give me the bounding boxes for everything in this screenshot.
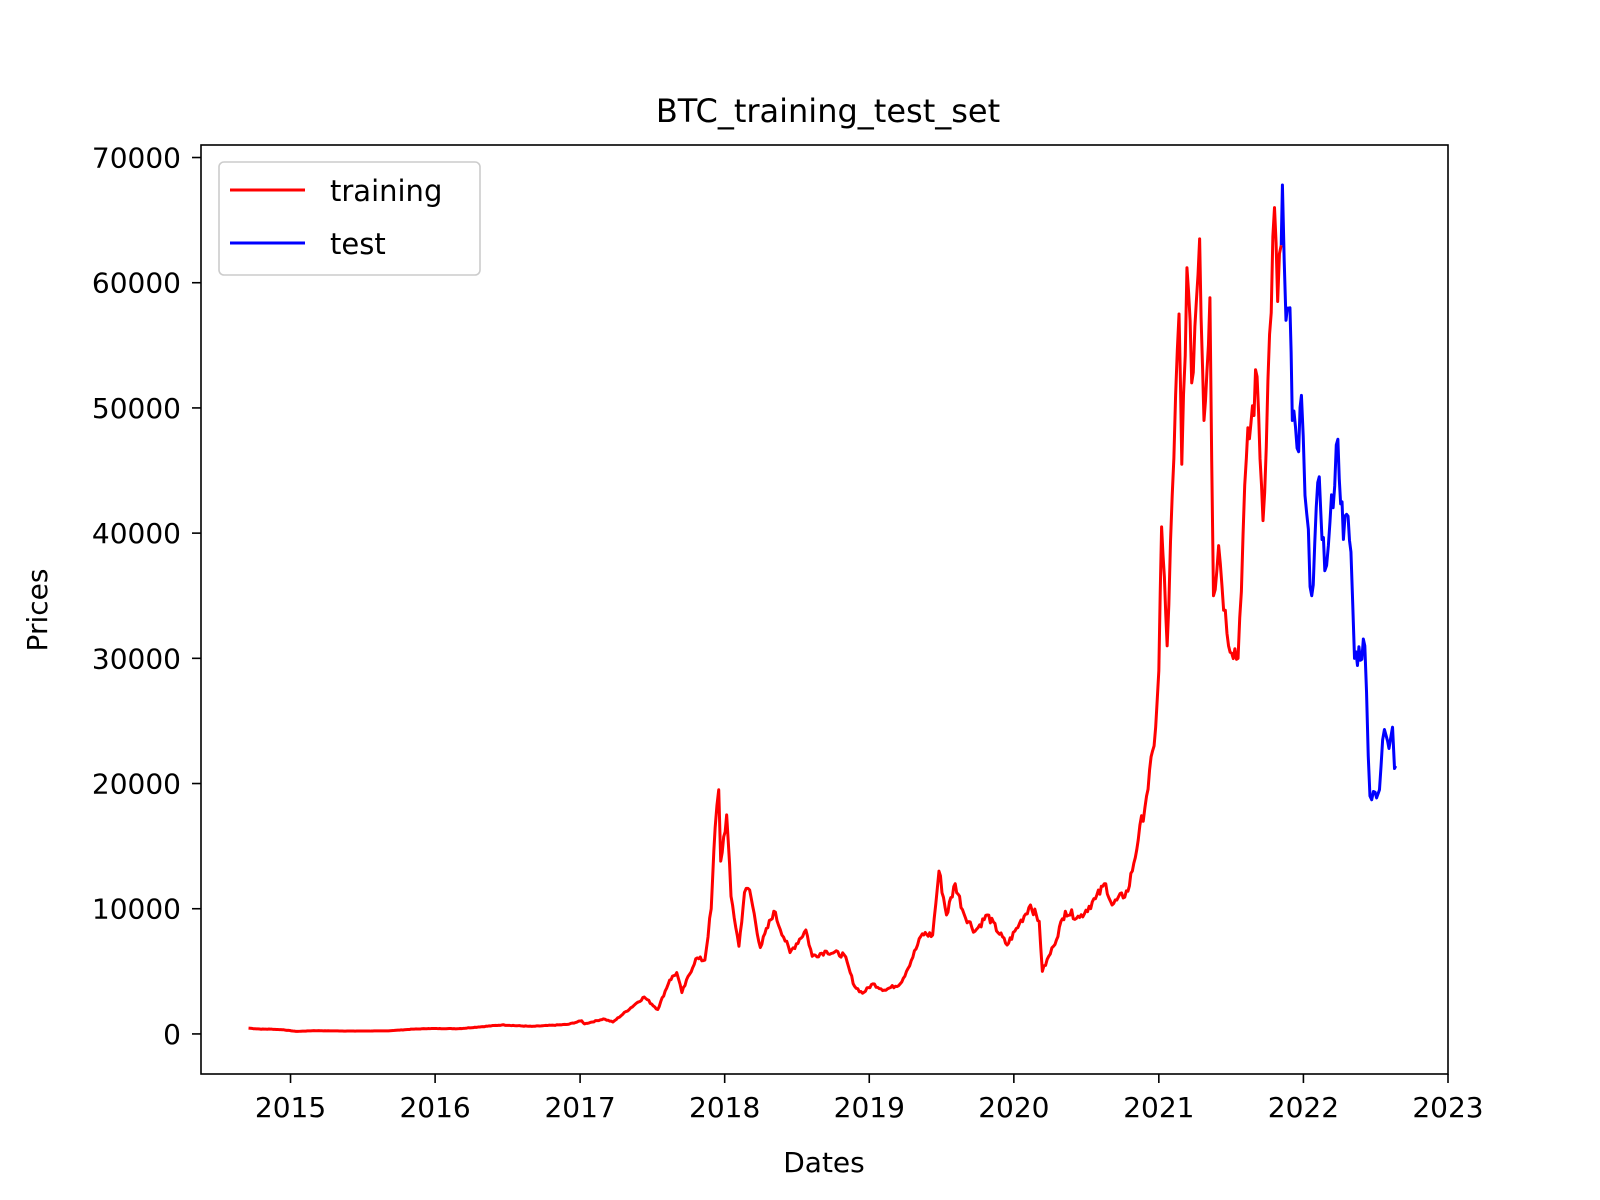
x-tick-label-2021: 2021 xyxy=(1123,1091,1194,1124)
x-tick-label-2020: 2020 xyxy=(978,1091,1049,1124)
x-tick-label-2016: 2016 xyxy=(399,1091,470,1124)
chart-title: BTC_training_test_set xyxy=(656,92,1000,130)
y-tick-label-40000: 40000 xyxy=(92,517,181,550)
legend: training test xyxy=(218,161,481,276)
y-tick-label-70000: 70000 xyxy=(92,142,181,175)
y-tick-label-60000: 60000 xyxy=(92,267,181,300)
x-tick-label-2022: 2022 xyxy=(1268,1091,1339,1124)
legend-label-test: test xyxy=(330,227,386,261)
x-tick-label-2023: 2023 xyxy=(1412,1091,1483,1124)
y-tick-label-0: 0 xyxy=(163,1018,181,1051)
y-tick-label-20000: 20000 xyxy=(92,768,181,801)
series-line-test xyxy=(1279,183,1398,802)
x-tick-label-2017: 2017 xyxy=(544,1091,615,1124)
y-tick-label-10000: 10000 xyxy=(92,893,181,926)
y-axis-label: Prices xyxy=(21,569,54,652)
plot-frame xyxy=(200,144,1449,1075)
y-axis-ticks: 0 10000 20000 30000 40000 50000 60000 70000 xyxy=(92,142,201,1051)
x-axis-label: Dates xyxy=(783,1146,865,1179)
x-tick-label-2019: 2019 xyxy=(834,1091,905,1124)
legend-label-training: training xyxy=(330,174,442,208)
x-tick-label-2018: 2018 xyxy=(689,1091,760,1124)
series-layer xyxy=(248,183,1398,1033)
x-axis-ticks: 2015 2016 2017 2018 2019 2020 2021 2022 2023 xyxy=(255,1074,1484,1124)
y-tick-label-50000: 50000 xyxy=(92,392,181,425)
series-line-training xyxy=(248,206,1283,1033)
y-tick-label-30000: 30000 xyxy=(92,642,181,675)
x-tick-label-2015: 2015 xyxy=(255,1091,326,1124)
